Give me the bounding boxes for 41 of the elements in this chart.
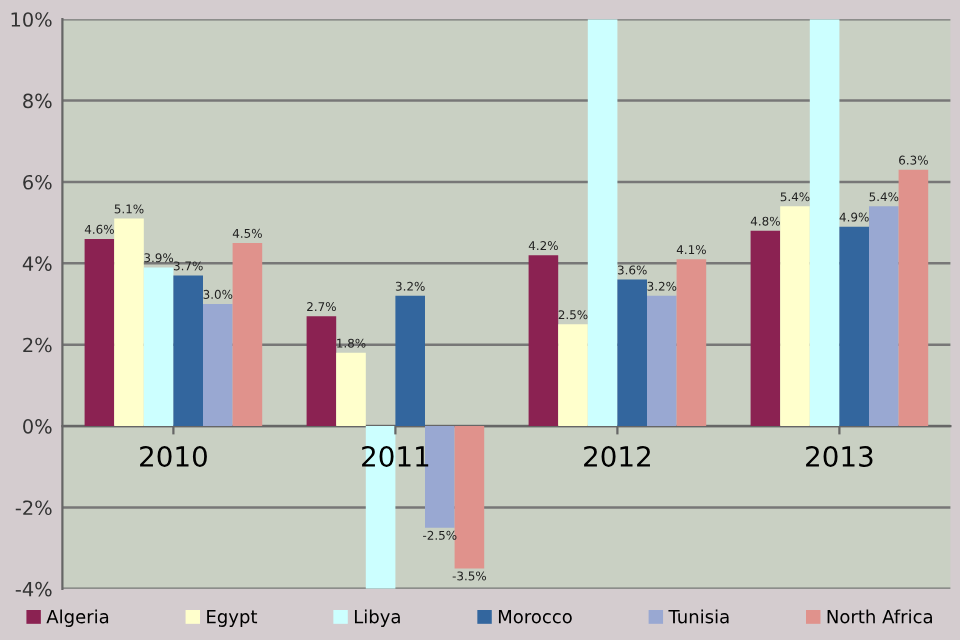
y-tick-label: 4%: [22, 256, 52, 271]
bar: [425, 426, 455, 528]
bar: [558, 324, 588, 427]
y-tick-label: -2%: [15, 500, 52, 516]
bar: [898, 169, 929, 427]
bar: [676, 259, 707, 427]
bar: [809, 19, 840, 427]
bar: [114, 218, 144, 427]
x-tick-label: 2013: [806, 445, 873, 467]
bar: [306, 316, 337, 427]
y-tick-label: 6%: [23, 174, 52, 190]
bar: [336, 352, 366, 427]
legend-label: Libya: [354, 609, 400, 627]
x-tick-label: 2010: [140, 445, 207, 467]
bar: [203, 304, 233, 427]
bar: [454, 426, 485, 569]
x-tick-label: 2011: [362, 445, 429, 467]
x-tick-label: 2012: [584, 445, 650, 467]
bar: [839, 226, 869, 427]
bar: [84, 238, 115, 427]
legend-label: North Africa: [827, 609, 932, 624]
bar: [647, 295, 677, 427]
bar: [869, 206, 899, 427]
legend-label: Egypt: [207, 610, 258, 627]
bar: [232, 242, 263, 427]
bar: [528, 255, 559, 427]
legend-label: Morocco: [498, 610, 572, 624]
bar: [780, 206, 810, 427]
y-tick-label: 2%: [23, 337, 52, 353]
y-tick-label: -4%: [15, 581, 52, 597]
legend-label: Tunisia: [668, 609, 729, 624]
y-tick-label: 8%: [23, 93, 52, 109]
bar: [143, 267, 174, 427]
y-tick-label: 10%: [11, 12, 52, 27]
bar: [617, 279, 647, 427]
bar: [173, 275, 203, 427]
bar: [587, 19, 618, 427]
legend-label: Algeria: [46, 609, 109, 627]
bar: [750, 230, 781, 427]
y-tick-label: 0%: [23, 419, 52, 434]
bar: [395, 295, 425, 427]
